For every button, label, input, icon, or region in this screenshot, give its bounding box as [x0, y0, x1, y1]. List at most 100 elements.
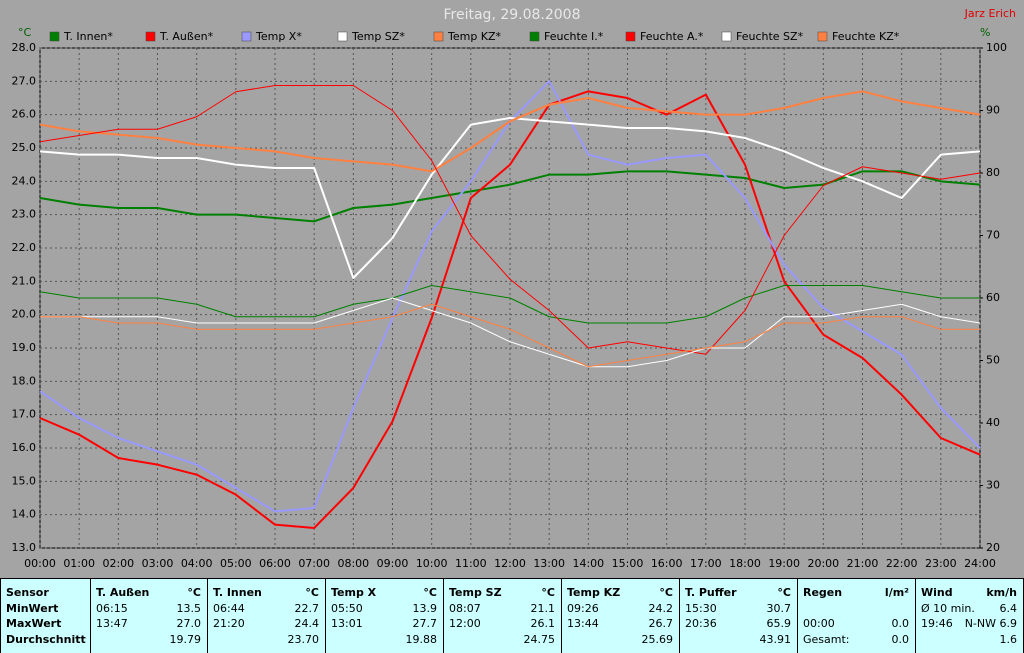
- legend-swatch: [337, 31, 348, 42]
- legend-label: Temp SZ*: [351, 30, 405, 43]
- y2-tick-label: 20: [986, 541, 1000, 554]
- legend-label: Feuchte SZ*: [736, 30, 804, 43]
- author: Jarz Erich: [964, 7, 1016, 20]
- column-header: T. Innen: [213, 586, 262, 599]
- y2-axis-label: %: [980, 26, 990, 39]
- column-header: T. Außen: [96, 586, 149, 599]
- column-unit: km/h: [986, 586, 1017, 599]
- x-tick-label: 11:00: [455, 557, 487, 570]
- cell-value: 30.7: [767, 602, 792, 615]
- column-header: Temp SZ: [449, 586, 502, 599]
- y-tick-label: 18.0: [12, 374, 37, 387]
- x-tick-label: 16:00: [651, 557, 683, 570]
- x-tick-label: 09:00: [377, 557, 409, 570]
- cell-label: 19:46: [921, 617, 953, 630]
- cell-value: N-NW 6.9: [965, 617, 1017, 630]
- x-tick-label: 03:00: [142, 557, 174, 570]
- x-tick-label: 19:00: [768, 557, 800, 570]
- cell-label: 12:00: [449, 617, 481, 630]
- x-tick-label: 08:00: [337, 557, 369, 570]
- cell-value: 27.0: [177, 617, 202, 630]
- x-tick-label: 14:00: [572, 557, 604, 570]
- cell-value: 13.9: [413, 602, 438, 615]
- legend-label: Feuchte KZ*: [832, 30, 900, 43]
- series-line: [39, 85, 981, 355]
- y-axis-label: °C: [18, 26, 32, 39]
- cell-value: 0.0: [892, 633, 910, 646]
- legend-label: T. Außen*: [159, 30, 214, 43]
- column-unit: l/m²: [885, 586, 909, 599]
- column-header: T. Puffer: [685, 586, 737, 599]
- legend-label: T. Innen*: [63, 30, 113, 43]
- x-tick-label: 15:00: [612, 557, 644, 570]
- x-tick-label: 06:00: [259, 557, 291, 570]
- x-tick-label: 07:00: [298, 557, 330, 570]
- legend-swatch: [241, 31, 252, 42]
- y-tick-label: 26.0: [12, 108, 37, 121]
- y2-tick-label: 50: [986, 354, 1000, 367]
- chart: Freitag, 29.08.2008 Jarz Erich °C % 13.0…: [11, 7, 1017, 570]
- x-tick-label: 00:00: [24, 557, 56, 570]
- cell-value: 24.2: [649, 602, 674, 615]
- y-tick-label: 19.0: [12, 341, 37, 354]
- cell-label: Ø 10 min.: [921, 602, 975, 615]
- legend-label: Feuchte I.*: [544, 30, 604, 43]
- column-unit: °C: [305, 586, 319, 599]
- series-line: [40, 297, 981, 368]
- row-label: Durchschnitt: [6, 633, 86, 646]
- column-unit: °C: [541, 586, 555, 599]
- y-tick-label: 21.0: [12, 274, 37, 287]
- cell-value: 25.69: [642, 633, 674, 646]
- column-unit: °C: [187, 586, 201, 599]
- cell-label: 05:50: [331, 602, 363, 615]
- y-tick-label: 25.0: [12, 141, 37, 154]
- x-tick-label: 17:00: [690, 557, 722, 570]
- column-header: Regen: [803, 586, 842, 599]
- y2-tick-label: 30: [986, 479, 1000, 492]
- legend-swatch: [625, 31, 636, 42]
- y2-tick-label: 40: [986, 416, 1000, 429]
- summary-table: Sensor MinWert MaxWert Durchschnitt T. Außen…: [0, 578, 1024, 653]
- cell-value: 24.75: [524, 633, 556, 646]
- series-line: [39, 170, 981, 223]
- y-tick-label: 20.0: [12, 308, 37, 321]
- cell-label: Gesamt:: [803, 633, 850, 646]
- column-header: Temp X: [331, 586, 377, 599]
- x-tick-label: 02:00: [102, 557, 134, 570]
- cell-label: 15:30: [685, 602, 717, 615]
- series-line: [40, 303, 980, 368]
- x-tick-label: 23:00: [925, 557, 957, 570]
- x-tick-label: 04:00: [181, 557, 213, 570]
- legend-swatch: [145, 31, 156, 42]
- cell-value: 27.7: [413, 617, 438, 630]
- x-tick-label: 18:00: [729, 557, 761, 570]
- table-header: Sensor: [6, 586, 49, 599]
- column-unit: °C: [659, 586, 673, 599]
- cell-value: 22.7: [295, 602, 320, 615]
- y-tick-label: 23.0: [12, 208, 37, 221]
- cell-value: 0.0: [892, 617, 910, 630]
- y-tick-label: 13.0: [12, 541, 37, 554]
- column-header: Wind: [921, 586, 953, 599]
- y2-tick-label: 100: [986, 41, 1007, 54]
- y-tick-label: 27.0: [12, 74, 37, 87]
- series-line: [39, 90, 981, 173]
- row-label: MaxWert: [6, 617, 61, 630]
- x-tick-label: 10:00: [416, 557, 448, 570]
- x-tick-label: 24:00: [964, 557, 996, 570]
- legend-label: Temp KZ*: [447, 30, 502, 43]
- x-tick-label: 01:00: [63, 557, 95, 570]
- series-line: [39, 117, 981, 279]
- cell-label: 13:44: [567, 617, 599, 630]
- cell-label: 09:26: [567, 602, 599, 615]
- cell-value: 6.4: [1000, 602, 1018, 615]
- cell-value: 65.9: [767, 617, 792, 630]
- cell-label: 13:01: [331, 617, 363, 630]
- y2-tick-label: 90: [986, 104, 1000, 117]
- y-tick-label: 22.0: [12, 241, 37, 254]
- y-tick-label: 16.0: [12, 441, 37, 454]
- x-tick-label: 21:00: [847, 557, 879, 570]
- row-label: MinWert: [6, 602, 58, 615]
- x-tick-label: 12:00: [494, 557, 526, 570]
